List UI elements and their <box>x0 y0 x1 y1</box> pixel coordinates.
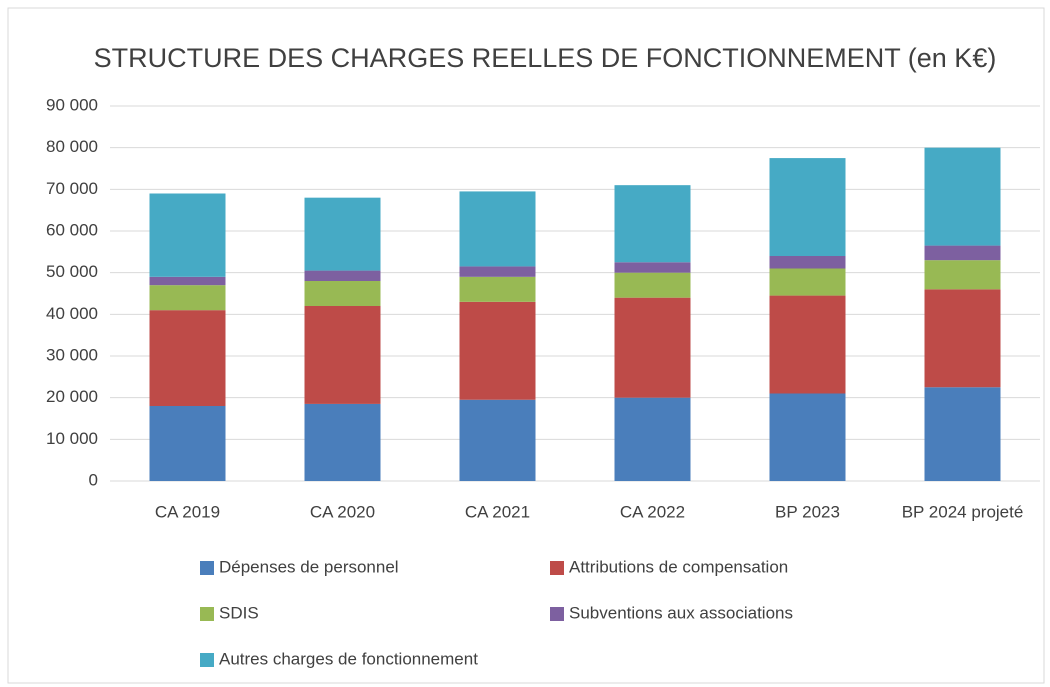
bar-segment <box>459 266 536 277</box>
bar-segment <box>614 185 691 263</box>
bar-segment <box>149 406 226 481</box>
legend-swatch <box>200 653 214 667</box>
bar-segment <box>459 276 536 302</box>
bar-segment <box>304 281 381 306</box>
bar-segment <box>614 297 691 398</box>
legend-label: SDIS <box>219 603 259 622</box>
bar-segment <box>304 306 381 404</box>
bar-segment <box>149 276 226 286</box>
legend-label: Autres charges de fonctionnement <box>219 649 478 668</box>
bar-segment <box>459 399 536 481</box>
bar-segment <box>304 197 381 271</box>
legend-label: Subventions aux associations <box>569 603 793 622</box>
bar-segment <box>769 295 846 394</box>
bar-segment <box>924 147 1001 246</box>
y-tick-label: 20 000 <box>46 387 98 406</box>
bar-segment <box>614 262 691 273</box>
bar-segment <box>149 310 226 406</box>
legend-label: Dépenses de personnel <box>219 557 399 576</box>
bar-segment <box>614 397 691 481</box>
bar-segment <box>459 301 536 400</box>
bar-segment <box>924 245 1001 261</box>
y-tick-label: 80 000 <box>46 137 98 156</box>
legend-swatch <box>200 561 214 575</box>
y-tick-label: 50 000 <box>46 262 98 281</box>
x-tick-label: CA 2019 <box>155 502 220 521</box>
legend-label: Attributions de compensation <box>569 557 788 576</box>
x-tick-label: BP 2023 <box>775 502 840 521</box>
x-tick-label: CA 2022 <box>620 502 685 521</box>
bar-segment <box>924 289 1001 388</box>
y-tick-label: 40 000 <box>46 304 98 323</box>
bar-segment <box>304 403 381 481</box>
bar-segment <box>149 285 226 311</box>
bar-segment <box>924 387 1001 481</box>
legend-swatch <box>550 607 564 621</box>
bar-segment <box>304 270 381 281</box>
legend-swatch <box>200 607 214 621</box>
chart-title: STRUCTURE DES CHARGES REELLES DE FONCTIO… <box>94 43 997 73</box>
bar-segment <box>769 393 846 481</box>
y-tick-label: 30 000 <box>46 345 98 364</box>
bar-segment <box>149 193 226 277</box>
y-tick-label: 0 <box>89 470 98 489</box>
x-tick-label: BP 2024 projeté <box>902 502 1024 521</box>
y-tick-label: 60 000 <box>46 220 98 239</box>
bar-segment <box>459 191 536 267</box>
x-tick-label: CA 2021 <box>465 502 530 521</box>
bar-segment <box>769 268 846 296</box>
legend-swatch <box>550 561 564 575</box>
bar-segment <box>769 158 846 256</box>
y-tick-label: 70 000 <box>46 179 98 198</box>
bar-segment <box>614 272 691 298</box>
y-tick-label: 10 000 <box>46 429 98 448</box>
bar-segment <box>769 256 846 269</box>
bar-segment <box>924 260 1001 290</box>
x-tick-label: CA 2020 <box>310 502 375 521</box>
y-tick-label: 90 000 <box>46 95 98 114</box>
